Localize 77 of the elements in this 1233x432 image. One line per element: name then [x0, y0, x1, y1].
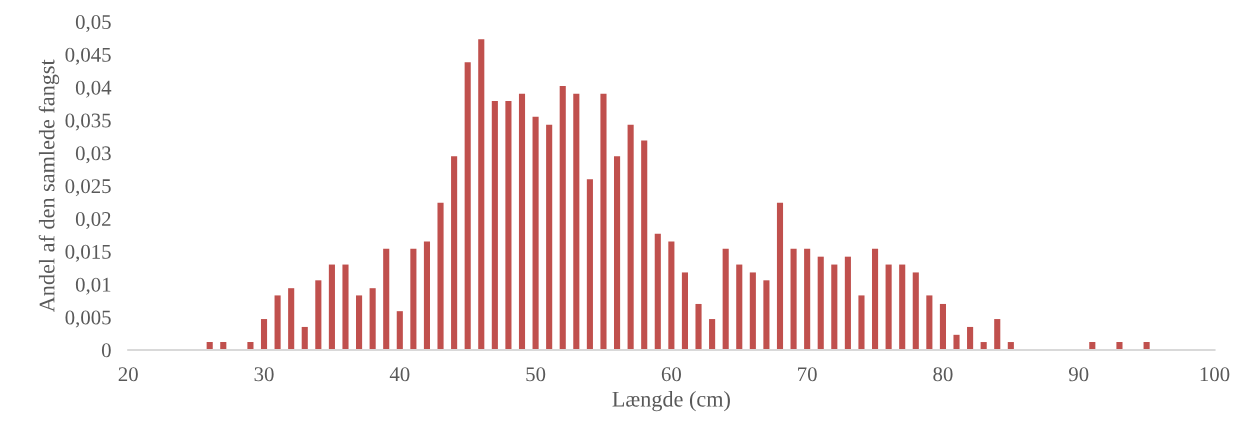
bar [328, 264, 335, 350]
bar [369, 288, 376, 350]
bar [1116, 342, 1123, 350]
bar [871, 248, 879, 350]
x-tick-label: 90 [1068, 367, 1089, 382]
x-axis-title: Længde (cm) [612, 391, 730, 412]
y-tick-label: 0,04 [75, 80, 112, 98]
bar [573, 93, 580, 350]
bar [736, 264, 743, 350]
y-axis-title: Andel af den samlede fangst [38, 59, 60, 313]
bar [423, 241, 431, 350]
bar [926, 295, 933, 350]
bar [260, 319, 268, 350]
bar [356, 295, 363, 350]
x-tick-label: 30 [254, 367, 274, 382]
bar [532, 116, 539, 350]
bar [301, 326, 308, 350]
bar [967, 326, 974, 350]
y-tick-label: 0,005 [65, 310, 111, 328]
bar [912, 272, 919, 350]
bar [790, 248, 797, 350]
bar [614, 156, 621, 350]
y-tick-label: 0,05 [75, 14, 111, 33]
bar [342, 264, 349, 350]
bar [994, 319, 1001, 350]
bar [831, 264, 838, 350]
bar [858, 295, 865, 350]
x-tick-label: 80 [933, 367, 953, 382]
bar [396, 311, 403, 350]
x-tick-label: 100 [1200, 367, 1230, 382]
bar [885, 264, 892, 350]
bar [844, 256, 851, 350]
bar [709, 319, 716, 350]
y-tick-label: 0,035 [65, 113, 111, 131]
bar [641, 140, 648, 350]
bar [383, 248, 390, 350]
bar [722, 248, 729, 350]
bar [817, 256, 824, 350]
bar [559, 85, 566, 350]
bar [546, 124, 553, 350]
bar [899, 264, 906, 350]
bar [763, 280, 770, 350]
bar [654, 233, 661, 350]
bar [600, 93, 607, 350]
y-tick-label: 0,015 [65, 244, 111, 262]
bar [274, 295, 281, 350]
x-tick-label: 40 [389, 367, 410, 382]
bar [288, 288, 295, 350]
bar [627, 124, 634, 350]
bar [451, 156, 458, 350]
bar [681, 272, 688, 350]
x-tick-label: 70 [798, 367, 817, 382]
bar [586, 179, 593, 350]
x-tick-label: 20 [118, 367, 138, 382]
y-tick-label: 0,025 [65, 179, 111, 197]
bar [695, 303, 702, 350]
x-tick-label: 60 [661, 367, 681, 382]
bar [491, 101, 498, 350]
bar [505, 101, 512, 350]
x-tick-label: 50 [526, 367, 546, 382]
bar [518, 93, 526, 350]
y-tick-label: 0 [101, 343, 111, 358]
bar [315, 280, 322, 350]
bar [939, 303, 946, 350]
bar [953, 334, 960, 350]
bar [437, 202, 444, 350]
bar [668, 241, 675, 350]
bar [410, 248, 417, 350]
y-tick-label: 0,03 [75, 146, 111, 164]
bar [478, 39, 485, 350]
bar [804, 248, 811, 350]
y-tick-label: 0,02 [75, 211, 111, 230]
bar [464, 62, 471, 350]
y-tick-label: 0,01 [75, 277, 111, 295]
bar [776, 202, 784, 350]
bar [749, 272, 756, 350]
y-tick-label: 0,045 [65, 47, 111, 65]
